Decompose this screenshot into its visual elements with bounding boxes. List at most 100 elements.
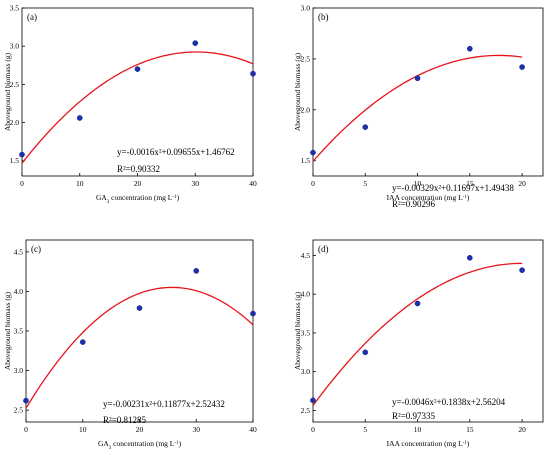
x-axis-title-part: -1 <box>463 195 468 200</box>
x-axis-title-part: ) <box>177 193 180 202</box>
fit-curve <box>25 286 254 409</box>
data-point <box>519 267 525 274</box>
chart-panel: 0 5 10 15 20 1.5 2.0 2.5 3.0 (b) Aboveground bioma… <box>293 4 544 209</box>
chart-panel: 0 5 10 15 20 2.5 3.0 3.5 4.0 4.5 (d) Aboveground bi… <box>293 239 544 448</box>
y-tick-label: 4.0 <box>14 287 24 296</box>
fit-curve <box>21 51 254 164</box>
x-tick-label: 10 <box>414 179 422 188</box>
data-point <box>467 255 473 261</box>
x-axis-title-part: GA <box>96 193 107 202</box>
data-point <box>23 397 29 404</box>
x-axis-title-part: -1 <box>174 441 179 446</box>
x-tick-label: 20 <box>518 425 526 434</box>
x-tick-label: 10 <box>76 179 84 188</box>
r-squared: R²=0.90296 <box>392 199 436 209</box>
data-point <box>136 305 143 311</box>
data-point <box>467 45 473 52</box>
x-tick-label: 0 <box>311 179 315 188</box>
x-axis-title-part: concentration (mg L <box>111 439 175 448</box>
x-axis-title-part: IAA concentration (mg L <box>387 193 463 202</box>
data-point <box>134 66 141 72</box>
y-axis-title: Aboveground biomass (g) <box>3 291 12 370</box>
x-axis-title-part: concentration (mg L <box>109 193 173 202</box>
x-tick-label: 20 <box>134 179 142 188</box>
y-axis-title: Aboveground biomass (g) <box>293 291 302 370</box>
fit-equation: y=-0.00231x²+0.11877x+2.52432 <box>103 399 225 409</box>
data-point <box>362 124 369 130</box>
y-tick-label: 2.5 <box>10 80 20 89</box>
plot-frame <box>312 239 544 423</box>
y-tick-label: 3.0 <box>301 4 311 13</box>
x-tick-label: 30 <box>193 425 201 434</box>
y-tick-label: 3.5 <box>301 328 311 337</box>
data-point <box>193 268 200 274</box>
panel-label: (a) <box>27 12 37 22</box>
x-tick-label: 10 <box>79 425 87 434</box>
y-tick-label: 1.5 <box>301 156 311 165</box>
plot-frame <box>312 7 544 177</box>
data-point <box>519 64 525 70</box>
fit-curve <box>312 54 523 162</box>
data-point <box>414 75 421 82</box>
r-squared: R²=0.90332 <box>117 164 160 174</box>
data-point <box>310 397 316 404</box>
data-point <box>250 310 256 317</box>
y-tick-label: 4.5 <box>301 251 311 260</box>
panel-label: (c) <box>31 244 41 254</box>
x-tick-label: 15 <box>466 179 474 188</box>
x-tick-label: 0 <box>311 425 315 434</box>
y-tick-label: 2.5 <box>301 54 311 63</box>
fit-equation: y=-0.0016x²+0.09655x+1.46762 <box>117 147 235 157</box>
x-axis-title: IAA concentration (mg L-1) <box>387 193 470 202</box>
x-tick-label: 40 <box>249 179 257 188</box>
x-tick-label: 20 <box>136 425 144 434</box>
chart-panel: 0 10 20 30 40 2.5 3.0 3.5 4.0 4.5 (c) Aboveground b… <box>3 239 257 451</box>
x-tick-label: 0 <box>20 179 24 188</box>
y-tick-label: 3.5 <box>10 4 20 13</box>
plot-frame <box>25 239 254 423</box>
x-axis-title-part: 3 <box>107 200 110 205</box>
x-axis-title-part: ) <box>467 439 470 448</box>
x-tick-label: 5 <box>363 425 367 434</box>
y-axis-title: Aboveground biomass (g) <box>293 52 302 131</box>
y-tick-label: 4.0 <box>301 290 311 299</box>
y-tick-label: 4.5 <box>14 247 24 256</box>
x-axis-title: GA3 concentration (mg L-1) <box>98 439 182 451</box>
x-tick-label: 15 <box>466 425 474 434</box>
x-tick-label: 10 <box>414 425 422 434</box>
r-squared: R²=0.97335 <box>392 411 436 421</box>
data-point <box>310 149 316 156</box>
data-point <box>19 151 25 158</box>
x-axis-title-part: ) <box>467 193 470 202</box>
x-tick-label: 40 <box>249 425 257 434</box>
x-axis-title: IAA concentration (mg L-1) <box>387 439 470 448</box>
y-tick-label: 3.0 <box>14 366 24 375</box>
x-axis-title-part: -1 <box>172 195 177 200</box>
y-tick-label: 2.0 <box>301 105 311 114</box>
y-tick-label: 2.5 <box>14 406 24 415</box>
data-point <box>76 115 83 121</box>
x-axis-title-part: 3 <box>109 446 112 451</box>
y-tick-label: 2.0 <box>10 118 20 127</box>
data-point <box>192 40 199 46</box>
fit-curve <box>312 262 523 406</box>
x-tick-label: 5 <box>363 179 367 188</box>
x-tick-label: 30 <box>192 179 200 188</box>
x-axis-title-part: IAA concentration (mg L <box>387 439 463 448</box>
x-axis-title-part: -1 <box>463 441 468 446</box>
y-axis-title: Aboveground biomass (g) <box>3 52 12 131</box>
chart-panel: 0 10 20 30 40 1.5 2.0 2.5 3.0 3.5 (a) Aboveground b… <box>3 4 257 205</box>
fit-equation: y=-0.00329x²+0.11697x+1.49438 <box>392 183 514 193</box>
x-axis-title: GA3 concentration (mg L-1) <box>96 193 180 205</box>
data-point <box>414 300 421 307</box>
x-axis-title-part: ) <box>179 439 182 448</box>
x-tick-label: 0 <box>24 425 28 434</box>
fit-equation: y=-0.0046x²+0.1838x+2.56204 <box>392 397 506 407</box>
data-point <box>79 339 86 345</box>
y-tick-label: 3.5 <box>14 327 24 336</box>
data-point <box>250 70 256 77</box>
x-tick-label: 20 <box>518 179 526 188</box>
y-tick-label: 3.0 <box>301 367 311 376</box>
data-point <box>362 349 369 356</box>
